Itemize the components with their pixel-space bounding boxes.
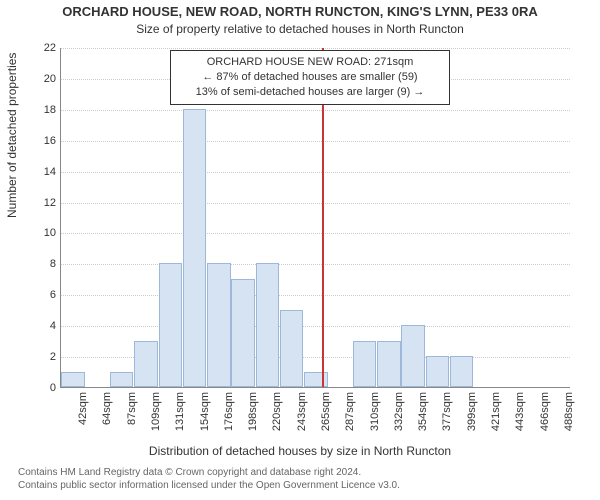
histogram-bar <box>377 341 400 387</box>
annotation-line-1: ORCHARD HOUSE NEW ROAD: 271sqm <box>179 55 441 70</box>
y-tick-label: 4 <box>26 320 56 332</box>
annotation-line-3: 13% of semi-detached houses are larger (… <box>179 85 441 100</box>
histogram-bar <box>61 372 84 387</box>
gridline <box>61 172 570 173</box>
x-tick-label: 109sqm <box>150 392 162 452</box>
y-tick-label: 18 <box>26 104 56 116</box>
y-tick-label: 10 <box>26 227 56 239</box>
footer-line-2: Contains public sector information licen… <box>18 479 400 492</box>
y-tick-label: 6 <box>26 289 56 301</box>
x-tick-label: 421sqm <box>490 392 502 452</box>
x-tick-label: 87sqm <box>126 392 138 452</box>
histogram-bar <box>401 325 424 387</box>
gridline <box>61 203 570 204</box>
footer-line-1: Contains HM Land Registry data © Crown c… <box>18 466 400 479</box>
gridline <box>61 233 570 234</box>
histogram-bar <box>256 263 279 387</box>
y-tick-label: 14 <box>26 166 56 178</box>
gridline <box>61 264 570 265</box>
x-tick-label: 265sqm <box>320 392 332 452</box>
x-tick-label: 310sqm <box>369 392 381 452</box>
histogram-bar <box>159 263 182 387</box>
annotation-box: ORCHARD HOUSE NEW ROAD: 271sqm ← 87% of … <box>170 50 450 105</box>
y-tick-label: 2 <box>26 351 56 363</box>
y-tick-label: 22 <box>26 42 56 54</box>
x-tick-label: 466sqm <box>539 392 551 452</box>
annotation-line-2: ← 87% of detached houses are smaller (59… <box>179 70 441 85</box>
x-tick-label: 64sqm <box>101 392 113 452</box>
x-axis-label: Distribution of detached houses by size … <box>0 444 600 458</box>
histogram-bar <box>231 279 254 387</box>
x-tick-label: 399sqm <box>466 392 478 452</box>
chart-subtitle: Size of property relative to detached ho… <box>0 22 600 36</box>
x-tick-label: 198sqm <box>247 392 259 452</box>
x-tick-label: 176sqm <box>223 392 235 452</box>
histogram-bar <box>280 310 303 387</box>
histogram-bar <box>450 356 473 387</box>
y-tick-label: 16 <box>26 135 56 147</box>
x-tick-label: 354sqm <box>417 392 429 452</box>
histogram-bar <box>304 372 327 387</box>
histogram-bar <box>353 341 376 387</box>
histogram-bar <box>426 356 449 387</box>
y-tick-label: 20 <box>26 73 56 85</box>
histogram-bar <box>110 372 133 387</box>
gridline <box>61 326 570 327</box>
y-tick-label: 8 <box>26 258 56 270</box>
gridline <box>61 141 570 142</box>
x-tick-label: 42sqm <box>77 392 89 452</box>
x-tick-label: 220sqm <box>271 392 283 452</box>
x-tick-label: 443sqm <box>514 392 526 452</box>
y-tick-label: 0 <box>26 382 56 394</box>
x-tick-label: 287sqm <box>344 392 356 452</box>
x-tick-label: 377sqm <box>441 392 453 452</box>
gridline <box>61 295 570 296</box>
footer-text: Contains HM Land Registry data © Crown c… <box>18 466 400 492</box>
chart-container: ORCHARD HOUSE, NEW ROAD, NORTH RUNCTON, … <box>0 0 600 500</box>
x-tick-label: 243sqm <box>296 392 308 452</box>
y-axis-label: Number of detached properties <box>5 53 19 218</box>
x-tick-label: 332sqm <box>393 392 405 452</box>
chart-title: ORCHARD HOUSE, NEW ROAD, NORTH RUNCTON, … <box>0 4 600 19</box>
gridline <box>61 110 570 111</box>
y-tick-label: 12 <box>26 197 56 209</box>
x-tick-label: 154sqm <box>199 392 211 452</box>
x-tick-label: 488sqm <box>563 392 575 452</box>
histogram-bar <box>183 109 206 387</box>
x-tick-label: 131sqm <box>174 392 186 452</box>
histogram-bar <box>207 263 230 387</box>
histogram-bar <box>134 341 157 387</box>
gridline <box>61 48 570 49</box>
